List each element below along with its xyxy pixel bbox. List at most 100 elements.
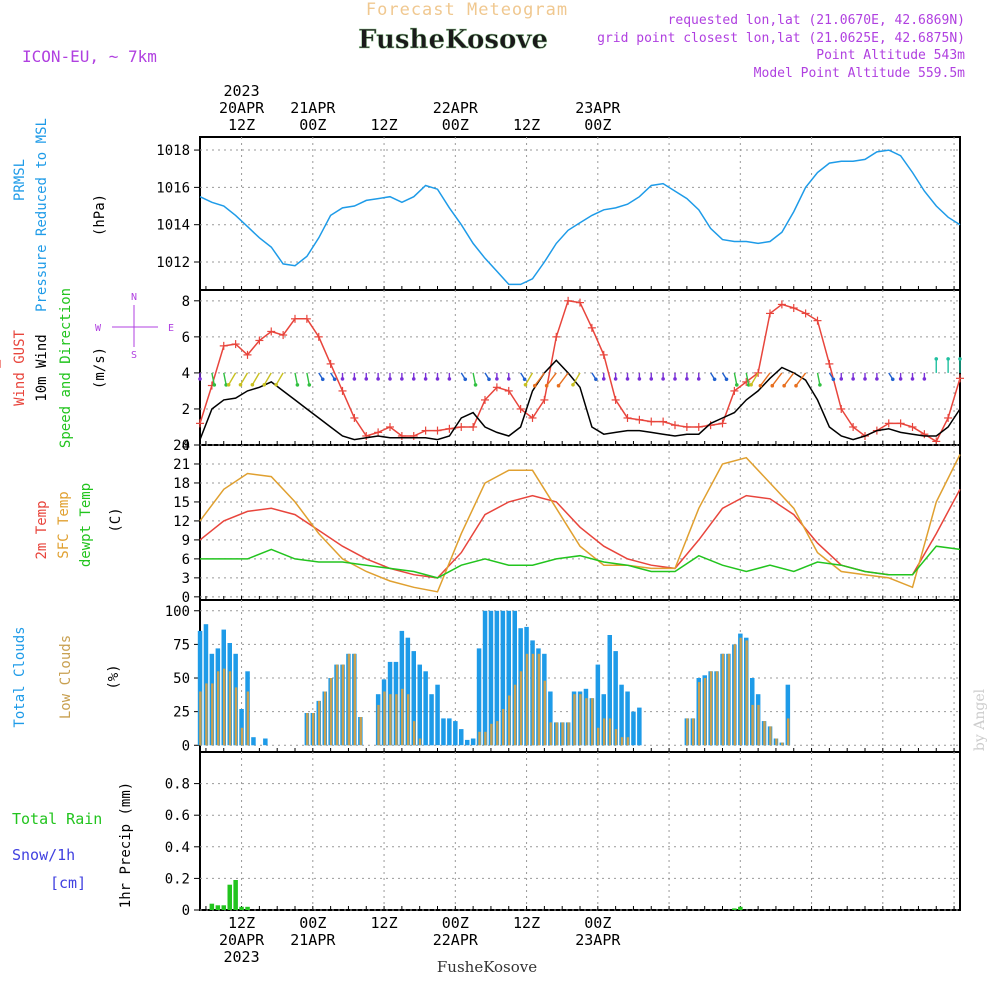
ytick-label: 25 xyxy=(173,705,190,721)
wind-arrow-icon xyxy=(934,357,939,373)
wind-arrow-icon xyxy=(226,372,237,387)
gust-marker xyxy=(279,331,288,340)
bar-total xyxy=(512,610,517,746)
bar-total xyxy=(476,648,482,746)
panel-temperature: 0 3 6 9 12 15 18 21 24 xyxy=(173,438,961,606)
bar-low xyxy=(579,694,582,746)
wind-arrow-head xyxy=(523,383,528,387)
bar-low xyxy=(329,678,333,746)
wind-arrow-head xyxy=(661,377,665,381)
ytick-label: 21 xyxy=(173,457,190,473)
bar-low xyxy=(769,726,772,746)
wind-arrow-head xyxy=(473,383,478,387)
wind-arrow-head xyxy=(613,377,618,381)
wind-arrow-head xyxy=(532,383,537,388)
panel-clouds: 0 25 50 75 100 xyxy=(165,599,961,754)
bar-low xyxy=(531,653,535,746)
panel-pressure: 1012 1014 1016 1018 xyxy=(156,136,961,291)
top-time-label: 00Z xyxy=(442,116,469,134)
ytick-label: 50 xyxy=(173,671,190,687)
gust-marker xyxy=(421,426,430,435)
model-altitude: Model Point Altitude 559.5m xyxy=(754,66,965,81)
wind-arrow-head xyxy=(863,377,867,381)
wind-arrow-shaft xyxy=(771,372,783,387)
gust-marker xyxy=(647,417,656,426)
wind-arrow-head xyxy=(544,383,549,388)
bar-low xyxy=(240,727,244,746)
wind-arrow-icon xyxy=(625,372,630,381)
gust-marker xyxy=(682,422,691,431)
compass-e: E xyxy=(168,323,174,334)
gust-marker xyxy=(599,350,608,359)
gust-marker xyxy=(611,395,620,404)
wind-arrow-head xyxy=(594,377,598,382)
wind-arrow-head xyxy=(352,377,357,381)
gust-marker xyxy=(801,309,810,318)
bar-low xyxy=(413,721,416,746)
requested-coords: requested lon,lat (21.0670E, 42.6869N) xyxy=(668,13,965,28)
ytick-label: 18 xyxy=(173,476,190,492)
compass-n: N xyxy=(131,292,137,303)
temp-2m-label: 2m Temp xyxy=(34,500,50,559)
gust-marker xyxy=(433,426,442,435)
wind-arrow-icon xyxy=(556,372,569,388)
bar-total xyxy=(494,610,500,746)
wind-arrow-head xyxy=(212,383,217,387)
ytick-label: 0.2 xyxy=(165,871,190,887)
gust-marker xyxy=(469,422,478,431)
wind-arrow-icon xyxy=(673,372,677,381)
top-time-label: 00Z xyxy=(584,116,611,134)
wind-arrow-head xyxy=(376,377,380,381)
compass-w: W xyxy=(95,323,102,334)
gust-marker xyxy=(576,298,584,307)
wind-arrow-shaft xyxy=(239,372,249,386)
bar-low xyxy=(318,700,321,746)
bar-rain xyxy=(245,906,250,910)
temp-units: (C) xyxy=(108,507,124,532)
wind-arrow-shaft xyxy=(557,372,569,387)
wind-dir-label: Speed and Direction xyxy=(58,288,74,448)
bar-low xyxy=(787,718,790,746)
bar-total xyxy=(429,694,434,746)
gust-marker xyxy=(528,413,537,422)
bar-total xyxy=(251,737,256,746)
wind-arrow-head xyxy=(423,377,428,381)
bottom-time-label: 12Z xyxy=(371,914,398,932)
wind-arrow-head xyxy=(946,357,950,361)
panels: 1012101410161018024680369121518212402550… xyxy=(0,136,964,919)
wind-arrow-head xyxy=(487,377,491,382)
gust-marker xyxy=(884,419,893,428)
bar-total xyxy=(625,691,630,746)
bar-low xyxy=(692,718,695,746)
bottom-time-label: 21APR xyxy=(290,931,336,949)
wind-arrow-shaft xyxy=(750,372,759,386)
wind-arrow-head xyxy=(388,377,392,381)
wind-arrow-head xyxy=(411,377,416,381)
gust-marker xyxy=(409,431,418,440)
bar-low xyxy=(775,738,778,746)
series-line-sfc xyxy=(199,454,961,593)
top-time-label: 00Z xyxy=(299,116,326,134)
bar-low xyxy=(525,653,529,746)
bar-total xyxy=(405,637,411,746)
bar-low xyxy=(335,664,339,746)
supertitle: Forecast Meteogram xyxy=(366,0,568,20)
bar-low xyxy=(234,687,238,746)
wind-arrow-icon xyxy=(211,372,217,387)
bar-total xyxy=(500,610,506,746)
wind-arrow-icon xyxy=(376,372,380,381)
wind-arrow-shaft xyxy=(572,372,581,386)
wind-arrow-icon xyxy=(922,372,927,381)
bar-total xyxy=(197,630,203,746)
bar-low xyxy=(383,691,386,746)
wind-arrow-icon xyxy=(888,372,895,382)
wind-arrow-icon xyxy=(816,372,822,387)
wind-arrow-head xyxy=(463,377,468,382)
gust-marker xyxy=(492,383,501,392)
ytick-label: 8 xyxy=(182,294,190,310)
wind-arrow-shaft xyxy=(275,372,284,386)
bar-rain xyxy=(215,905,221,910)
bar-low xyxy=(389,694,392,746)
gust-marker xyxy=(457,422,466,431)
